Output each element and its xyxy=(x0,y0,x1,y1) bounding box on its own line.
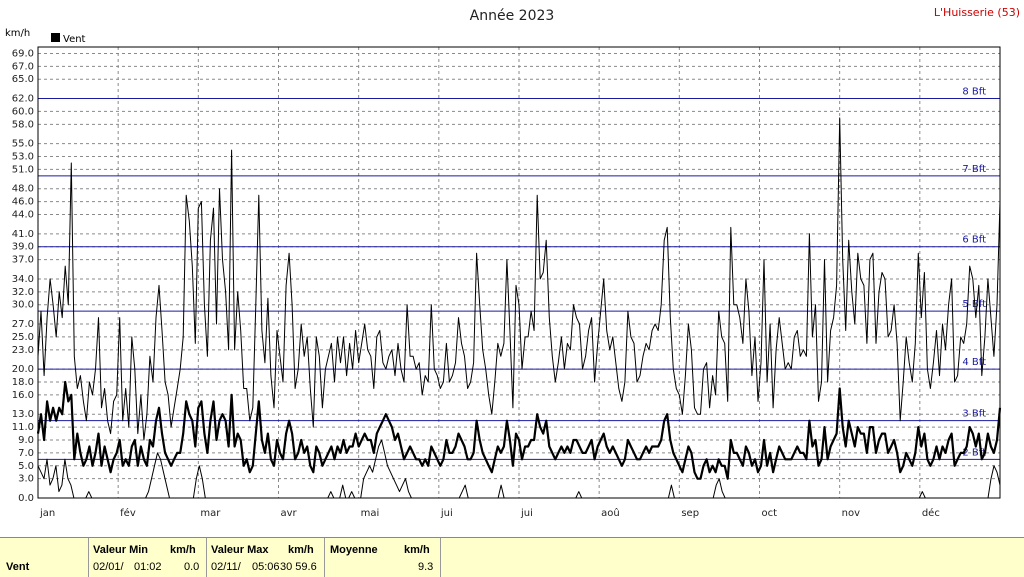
y-tick-label: 65.0 xyxy=(12,74,34,85)
beaufort-label: 4 Bft xyxy=(962,357,986,368)
y-tick-label: 62.0 xyxy=(12,94,34,105)
y-tick-label: 20.0 xyxy=(12,364,34,375)
x-tick-label: mai xyxy=(361,508,380,519)
y-tick-label: 44.0 xyxy=(12,210,34,221)
stats-min-cell: Valeur Min km/h 02/01/ 01:02 0.0 xyxy=(88,538,207,577)
legend-label: Vent xyxy=(63,34,86,45)
avg-unit: km/h xyxy=(404,544,430,556)
max-date: 02/11/ xyxy=(211,561,241,573)
y-tick-label: 30.0 xyxy=(12,300,34,311)
legend-swatch xyxy=(51,33,60,42)
chart-title: Année 2023 xyxy=(470,8,555,24)
avg-header: Moyenne xyxy=(330,544,378,556)
y-tick-label: 3.0 xyxy=(18,474,34,485)
y-axis: 69.0 67.0 65.0 62.060.0 58.0 55.0 53.051.0 48.0… xyxy=(12,48,34,504)
y-tick-label: 37.0 xyxy=(12,255,34,266)
y-axis-unit: km/h xyxy=(5,28,30,39)
beaufort-label: 5 Bft xyxy=(962,299,986,310)
x-tick-label: oct xyxy=(762,508,778,519)
max-unit: km/h xyxy=(288,544,314,556)
y-tick-label: 55.0 xyxy=(12,139,34,150)
y-tick-label: 7.0 xyxy=(18,448,34,459)
wind-chart: Année 2023 L'Huisserie (53) km/h Vent 2 … xyxy=(0,0,1024,537)
avg-value: 9.3 xyxy=(418,561,434,573)
beaufort-label: 2 Bft xyxy=(962,447,986,458)
y-tick-label: 51.0 xyxy=(12,164,34,175)
x-tick-label: mar xyxy=(200,508,221,519)
stats-label-cell: Vent xyxy=(0,538,89,577)
stats-panel: Vent Valeur Min km/h 02/01/ 01:02 0.0 Va… xyxy=(0,537,1024,577)
y-tick-label: 46.0 xyxy=(12,197,34,208)
min-unit: km/h xyxy=(170,544,196,556)
y-tick-label: 5.0 xyxy=(18,461,34,472)
min-time: 01:02 xyxy=(134,561,162,573)
beaufort-label: 6 Bft xyxy=(962,235,986,246)
x-tick-label: jan xyxy=(39,508,55,519)
y-tick-label: 58.0 xyxy=(12,119,34,130)
max-time: 05:06 xyxy=(252,561,280,573)
y-tick-label: 11.0 xyxy=(12,422,34,433)
y-tick-label: 69.0 xyxy=(12,48,34,59)
station-name: L'Huisserie (53) xyxy=(934,6,1020,19)
beaufort-label: 3 Bft xyxy=(962,409,986,420)
x-tick-label: déc xyxy=(922,507,940,519)
x-tick-label: fév xyxy=(120,507,136,519)
min-value: 0.0 xyxy=(184,561,200,573)
y-tick-label: 13.0 xyxy=(12,409,34,420)
beaufort-label: 8 Bft xyxy=(962,87,986,98)
max-header: Valeur Max xyxy=(211,544,269,556)
y-tick-label: 41.0 xyxy=(12,229,34,240)
x-axis: jan fév mar avr mai jui jui aoû sep oct nov déc xyxy=(39,507,940,519)
y-tick-label: 16.0 xyxy=(12,390,34,401)
x-tick-label: aoû xyxy=(601,507,620,519)
y-tick-label: 60.0 xyxy=(12,106,34,117)
max-value: 30 59.6 xyxy=(280,561,317,573)
stats-max-cell: Valeur Max km/h 02/11/ 05:06 30 59.6 xyxy=(206,538,325,577)
y-tick-label: 18.0 xyxy=(12,377,34,388)
y-tick-label: 48.0 xyxy=(12,184,34,195)
plot-frame xyxy=(37,46,1001,499)
stats-avg-cell: Moyenne km/h 9.3 xyxy=(324,538,441,577)
x-tick-label: nov xyxy=(842,508,860,519)
y-tick-label: 34.0 xyxy=(12,274,34,285)
y-tick-label: 32.0 xyxy=(12,287,34,298)
y-tick-label: 53.0 xyxy=(12,152,34,163)
y-tick-label: 27.0 xyxy=(12,319,34,330)
x-tick-label: sep xyxy=(681,508,699,519)
y-tick-label: 67.0 xyxy=(12,61,34,72)
y-tick-label: 0.0 xyxy=(18,493,34,504)
x-tick-label: jui xyxy=(440,508,453,519)
series-line-0 xyxy=(37,117,1001,441)
x-tick-label: avr xyxy=(281,508,298,519)
min-header: Valeur Min xyxy=(93,544,149,556)
beaufort-label: 7 Bft xyxy=(962,164,986,175)
stats-row-label: Vent xyxy=(6,561,30,573)
y-tick-label: 39.0 xyxy=(12,242,34,253)
y-tick-label: 25.0 xyxy=(12,332,34,343)
series-line-1 xyxy=(36,380,1002,480)
min-date: 02/01/ xyxy=(93,561,124,573)
y-tick-label: 9.0 xyxy=(18,435,34,446)
x-tick-label: jui xyxy=(520,508,533,519)
y-tick-label: 23.0 xyxy=(12,345,34,356)
